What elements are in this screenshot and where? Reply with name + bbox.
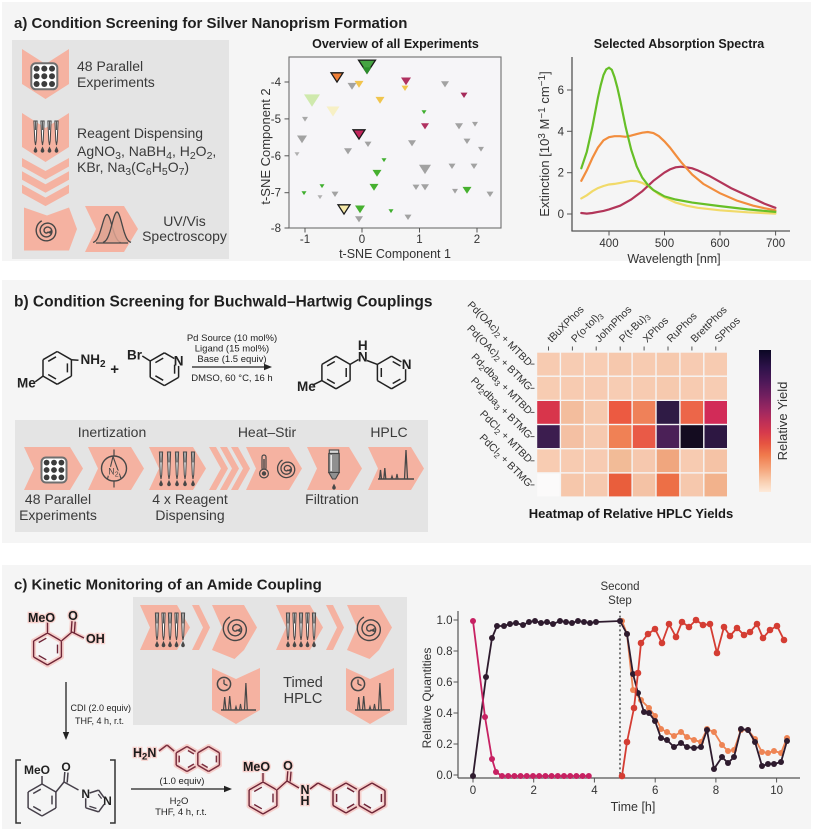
- svg-text:-4: -4: [271, 77, 282, 89]
- svg-text:4: 4: [558, 126, 565, 138]
- svg-text:Pd Source (10 mol%): Pd Source (10 mol%): [187, 333, 277, 344]
- svg-text:THF, 4 h, r.t.: THF, 4 h, r.t.: [155, 807, 207, 818]
- svg-text:-7: -7: [271, 188, 281, 200]
- svg-text:Relative Yield: Relative Yield: [775, 382, 790, 461]
- svg-text:6: 6: [652, 785, 658, 797]
- svg-text:Selected Absorption Spectra: Selected Absorption Spectra: [594, 37, 765, 51]
- svg-text:HPLC: HPLC: [284, 691, 323, 707]
- svg-text:O: O: [61, 760, 70, 774]
- svg-text:Spectroscopy: Spectroscopy: [142, 228, 227, 244]
- svg-text:O: O: [68, 609, 78, 623]
- svg-text:Experiments: Experiments: [19, 507, 97, 523]
- svg-text:Me: Me: [17, 376, 36, 391]
- svg-text:THF, 4 h, r.t.: THF, 4 h, r.t.: [75, 716, 124, 726]
- svg-text:2: 2: [530, 785, 536, 797]
- svg-text:DMSO, 60 °C, 16 h: DMSO, 60 °C, 16 h: [191, 373, 272, 384]
- svg-text:1.0: 1.0: [437, 615, 453, 627]
- svg-text:8: 8: [713, 785, 719, 797]
- svg-text:AgNO3, NaBH4, H2O2,: AgNO3, NaBH4, H2O2,: [77, 143, 216, 162]
- svg-text:500: 500: [655, 238, 674, 250]
- svg-text:Timed: Timed: [283, 675, 323, 691]
- svg-text:-8: -8: [271, 223, 281, 235]
- svg-text:Overview of all Experiments: Overview of all Experiments: [312, 37, 479, 51]
- svg-text:N: N: [174, 354, 184, 369]
- svg-text:MeO: MeO: [28, 611, 55, 625]
- svg-text:-6: -6: [271, 151, 281, 163]
- svg-text:Step: Step: [608, 595, 632, 607]
- svg-text:Heat–Stir: Heat–Stir: [238, 424, 297, 440]
- svg-text:a) Condition Screening for Sil: a) Condition Screening for Silver Nanopr…: [14, 15, 407, 32]
- svg-text:Br: Br: [127, 348, 143, 363]
- svg-text:400: 400: [599, 238, 618, 250]
- svg-text:2: 2: [558, 168, 564, 180]
- svg-text:Me: Me: [297, 379, 316, 394]
- svg-text:(1.0 equiv): (1.0 equiv): [160, 776, 205, 787]
- svg-text:0.4: 0.4: [437, 708, 454, 720]
- svg-text:Extinction [103 M−1 cm−1]: Extinction [103 M−1 cm−1]: [537, 71, 552, 216]
- svg-text:Time [h]: Time [h]: [611, 800, 656, 814]
- svg-text:UV/Vis: UV/Vis: [163, 213, 206, 229]
- svg-text:N: N: [300, 783, 309, 797]
- svg-text:H: H: [300, 794, 309, 808]
- svg-text:48 Parallel: 48 Parallel: [25, 491, 91, 507]
- svg-text:O: O: [283, 759, 293, 773]
- svg-text:MeO: MeO: [243, 760, 270, 774]
- svg-text:Filtration: Filtration: [305, 491, 359, 507]
- svg-text:Wavelength [nm]: Wavelength [nm]: [627, 252, 720, 266]
- svg-text:CDI (2.0 equiv): CDI (2.0 equiv): [70, 703, 131, 713]
- svg-text:6: 6: [558, 85, 564, 97]
- svg-text:MeO: MeO: [24, 763, 50, 777]
- svg-text:t-SNE Component 1: t-SNE Component 1: [339, 247, 451, 261]
- svg-text:0.2: 0.2: [437, 739, 453, 751]
- svg-text:Second: Second: [600, 581, 639, 593]
- svg-text:H: H: [358, 338, 368, 353]
- svg-text:48 Parallel: 48 Parallel: [77, 58, 143, 74]
- svg-text:Base (1.5 equiv): Base (1.5 equiv): [197, 354, 266, 365]
- svg-text:Heatmap of Relative HPLC Yield: Heatmap of Relative HPLC Yields: [529, 506, 733, 521]
- svg-text:H2N: H2N: [133, 746, 156, 763]
- svg-text:KBr, Na3(C6H5O7): KBr, Na3(C6H5O7): [77, 159, 189, 178]
- svg-text:+: +: [110, 361, 119, 378]
- svg-text:10: 10: [770, 785, 783, 797]
- svg-text:Dispensing: Dispensing: [155, 507, 224, 523]
- svg-text:b) Condition Screening for Buc: b) Condition Screening for Buchwald–Hart…: [14, 294, 433, 311]
- svg-text:N: N: [402, 357, 412, 372]
- svg-text:Inertization: Inertization: [78, 424, 146, 440]
- svg-text:OH: OH: [86, 632, 105, 646]
- svg-text:H2O: H2O: [170, 796, 189, 808]
- svg-text:4: 4: [591, 785, 598, 797]
- svg-text:N: N: [81, 787, 90, 801]
- svg-text:0: 0: [359, 234, 365, 246]
- svg-text:Reagent Dispensing: Reagent Dispensing: [77, 125, 203, 141]
- svg-text:0: 0: [470, 785, 476, 797]
- svg-text:0.8: 0.8: [437, 646, 453, 658]
- svg-text:NH2: NH2: [81, 352, 107, 370]
- svg-text:1: 1: [416, 234, 422, 246]
- svg-text:2: 2: [474, 234, 480, 246]
- svg-text:Relative Quantities: Relative Quantities: [420, 648, 434, 749]
- svg-text:N: N: [103, 794, 112, 808]
- svg-text:4 x Reagent: 4 x Reagent: [152, 491, 228, 507]
- svg-text:0: 0: [558, 209, 564, 221]
- svg-text:t-SNE Component 2: t-SNE Component 2: [258, 88, 273, 204]
- svg-text:-1: -1: [300, 234, 310, 246]
- svg-text:0.0: 0.0: [437, 770, 453, 782]
- svg-text:600: 600: [710, 238, 729, 250]
- svg-text:Ligand (15 mol%): Ligand (15 mol%): [195, 344, 269, 355]
- svg-text:N: N: [358, 350, 368, 365]
- svg-text:700: 700: [766, 238, 785, 250]
- svg-text:Experiments: Experiments: [77, 74, 155, 90]
- svg-text:0.6: 0.6: [437, 677, 453, 689]
- svg-text:c) Kinetic Monitoring of an Am: c) Kinetic Monitoring of an Amide Coupli…: [14, 577, 322, 594]
- svg-text:-5: -5: [271, 114, 281, 126]
- svg-text:HPLC: HPLC: [370, 424, 407, 440]
